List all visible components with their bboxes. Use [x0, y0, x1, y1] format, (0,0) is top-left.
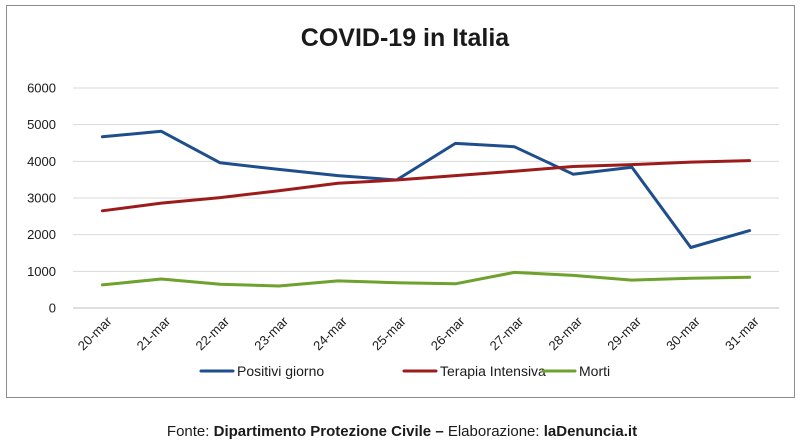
- x-tick-label: 23-mar: [251, 313, 291, 353]
- y-tick-label: 6000: [27, 81, 56, 96]
- gridlines: [73, 87, 779, 309]
- series-lines: [100, 129, 752, 288]
- source-elab-value: laDenuncia.it: [543, 423, 638, 440]
- source-fonte-value: Dipartimento Protezione Civile –: [213, 423, 444, 440]
- y-tick-label: 4000: [27, 154, 56, 169]
- x-tick-label: 29-mar: [604, 313, 644, 353]
- source-elab-label: Elaborazione:: [447, 423, 540, 440]
- x-tick-label: 25-mar: [369, 313, 409, 353]
- y-tick-label: 2000: [27, 227, 56, 242]
- line-chart: COVID-19 in Italia 0 1000 2000 3000 4000 5000…: [27, 24, 779, 379]
- y-axis-ticks: 0 1000 2000 3000 4000 5000 6000: [27, 81, 56, 316]
- legend-label-positivi: Positivi giorno: [237, 363, 324, 379]
- chart-frame: COVID-19 in Italia 0 1000 2000 3000 4000 5000…: [6, 5, 795, 398]
- x-tick-label: 22-mar: [192, 313, 232, 353]
- legend-label-morti: Morti: [579, 363, 610, 379]
- x-tick-label: 31-mar: [722, 313, 762, 353]
- x-tick-label: 24-mar: [310, 313, 350, 353]
- x-axis-ticks: 20-mar 21-mar 22-mar 23-mar 24-mar 25-mar 26-m…: [75, 313, 762, 353]
- x-tick-label: 27-mar: [487, 313, 527, 353]
- y-tick-label: 3000: [27, 191, 56, 206]
- series-line-positivi: [100, 129, 752, 249]
- source-caption: Fonte: Dipartimento Protezione Civile – …: [0, 423, 804, 440]
- legend-label-terapia: Terapia Intensiva: [440, 363, 546, 379]
- series-line-morti: [100, 270, 752, 288]
- y-tick-label: 0: [49, 301, 56, 316]
- y-tick-label: 5000: [27, 117, 56, 132]
- y-tick-label: 1000: [27, 264, 56, 279]
- series-line-terapia: [100, 159, 752, 213]
- x-tick-label: 30-mar: [663, 313, 703, 353]
- x-tick-label: 20-mar: [75, 313, 115, 353]
- x-tick-label: 26-mar: [428, 313, 468, 353]
- source-fonte-label: Fonte:: [166, 423, 210, 440]
- legend: Positivi giorno Terapia Intensiva Morti: [199, 363, 610, 379]
- x-tick-label: 21-mar: [134, 313, 174, 353]
- x-tick-label: 28-mar: [545, 313, 585, 353]
- chart-title: COVID-19 in Italia: [301, 24, 510, 52]
